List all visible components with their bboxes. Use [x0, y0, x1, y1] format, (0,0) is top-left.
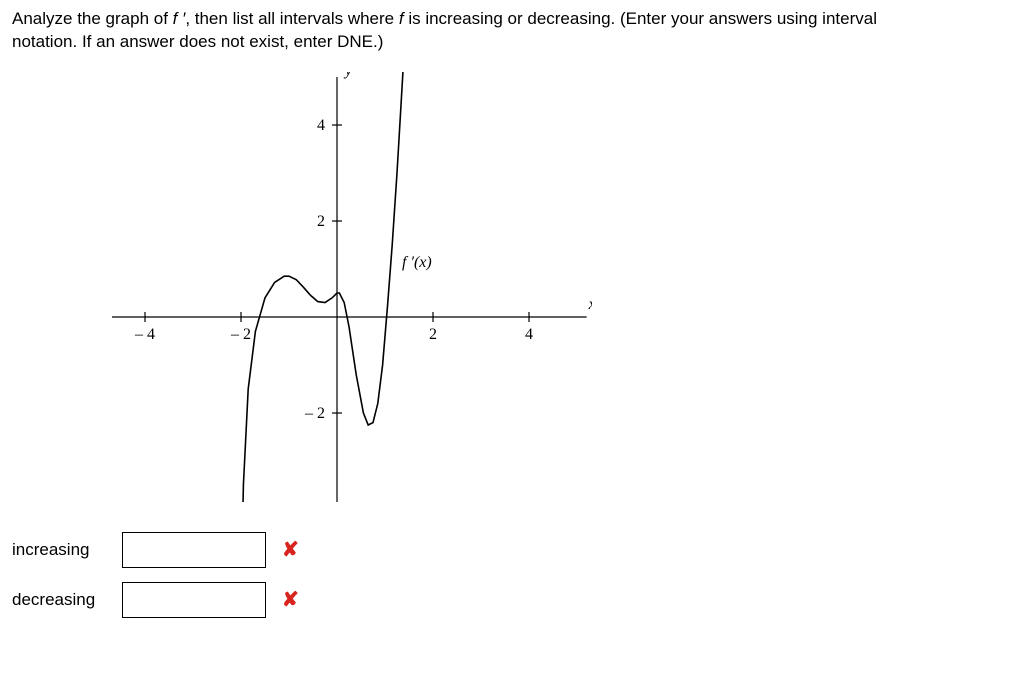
q-part-2: , then list all intervals where — [185, 9, 399, 28]
q-line2: notation. If an answer does not exist, e… — [12, 32, 383, 51]
svg-text:x: x — [588, 296, 592, 313]
decreasing-label: decreasing — [12, 590, 122, 610]
svg-text:f ′(x): f ′(x) — [402, 254, 432, 271]
svg-text:– 4: – 4 — [134, 326, 155, 343]
svg-text:4: 4 — [317, 117, 325, 134]
increasing-label: increasing — [12, 540, 122, 560]
decreasing-input[interactable] — [122, 582, 266, 618]
svg-text:– 2: – 2 — [304, 405, 325, 422]
graph-container: – 4 – 2 2 4 – 4 – 2 2 4 x y f ′(x) — [112, 72, 1012, 502]
derivative-graph: – 4 – 2 2 4 – 4 – 2 2 4 x y f ′(x) — [112, 72, 592, 502]
increasing-row: increasing ✘ — [12, 532, 1012, 568]
incorrect-icon: ✘ — [282, 537, 299, 562]
svg-text:– 2: – 2 — [230, 326, 251, 343]
svg-text:2: 2 — [317, 213, 325, 230]
q-part-3: is increasing or decreasing. (Enter your… — [404, 9, 877, 28]
question-text: Analyze the graph of f ′, then list all … — [12, 8, 1012, 54]
q-fprime: f ′ — [173, 9, 186, 28]
incorrect-icon: ✘ — [282, 587, 299, 612]
svg-text:– 4: – 4 — [304, 501, 325, 502]
decreasing-row: decreasing ✘ — [12, 582, 1012, 618]
increasing-input[interactable] — [122, 532, 266, 568]
svg-text:2: 2 — [429, 326, 437, 343]
svg-text:y: y — [343, 72, 353, 79]
svg-text:4: 4 — [525, 326, 533, 343]
q-part-1: Analyze the graph of — [12, 9, 173, 28]
